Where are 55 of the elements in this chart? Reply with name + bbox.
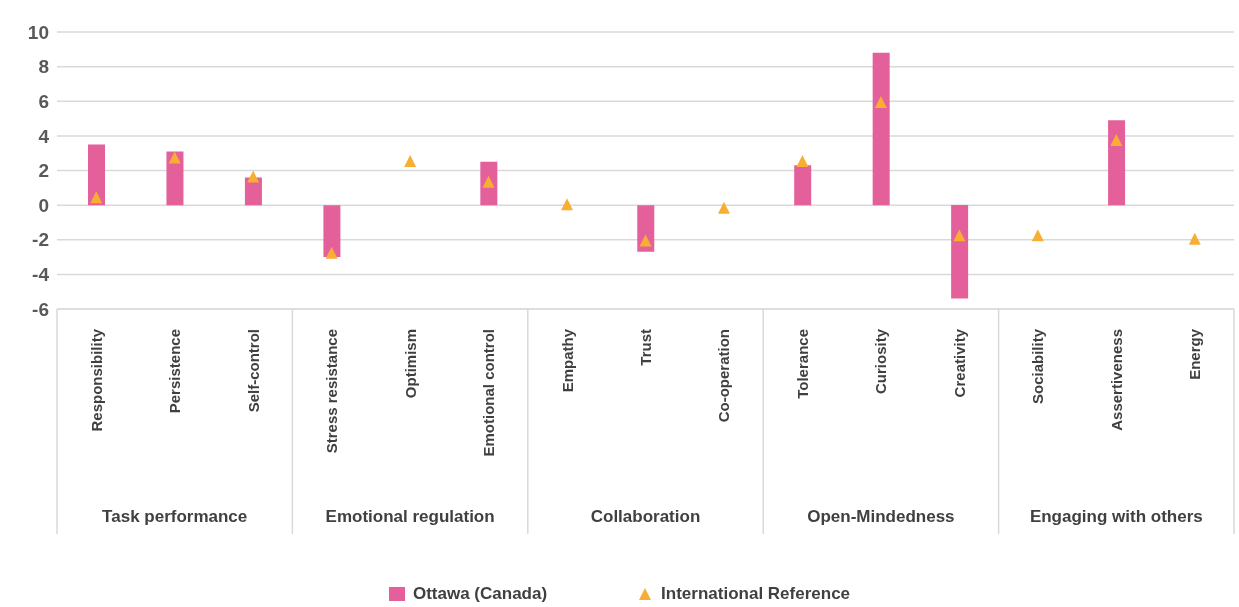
x-tick-label: Empathy (558, 328, 576, 393)
x-tick-label: Tolerance (793, 329, 811, 399)
bar (480, 161, 498, 206)
legend-label: Ottawa (Canada) (412, 584, 548, 604)
x-tick-label: Curiosity (872, 328, 890, 395)
bar (637, 205, 655, 252)
point (796, 154, 809, 167)
point (325, 246, 338, 259)
x-tick-label: Creativity (950, 328, 968, 398)
bar (166, 151, 184, 206)
x-tick-label: Optimism (401, 329, 419, 399)
point (404, 154, 417, 167)
x-tick-label: Assertiveness (1107, 329, 1125, 431)
bar (323, 205, 341, 258)
y-tick-label: -4 (32, 264, 50, 286)
x-tick-label: Persistence (166, 329, 184, 414)
bar (88, 144, 105, 206)
text: Open-Mindedness (807, 507, 955, 526)
point (561, 198, 574, 211)
y-tick-label: -2 (32, 229, 49, 251)
legend-label: International Reference (661, 584, 851, 604)
x-tick-label: Trust (637, 329, 654, 366)
x-tick-label: Energy (1186, 328, 1204, 380)
bar (951, 205, 969, 299)
text: Task performance (102, 507, 248, 526)
x-tick-label: Self-control (244, 329, 262, 413)
point (168, 151, 181, 164)
point (874, 96, 887, 109)
point (1188, 232, 1201, 245)
bar (244, 177, 262, 206)
x-tick-label: Sociability (1029, 328, 1047, 405)
y-tick-label: 10 (27, 21, 49, 43)
y-tick-label: -6 (32, 298, 49, 320)
y-tick-label: 2 (38, 160, 49, 182)
point (1110, 134, 1123, 147)
y-tick-label: 0 (38, 194, 49, 216)
y-tick-label: 6 (38, 91, 49, 112)
bar (1108, 120, 1126, 206)
point (90, 191, 103, 204)
point (1031, 229, 1044, 242)
x-tick-label: Emotional control (480, 329, 498, 457)
x-tick-label: Responsibility (87, 328, 105, 432)
text: Emotional regulation (325, 507, 495, 526)
x-tick-label: Co-operation (715, 329, 733, 423)
point (247, 170, 260, 183)
bar (872, 52, 890, 206)
point (639, 234, 652, 247)
bar (794, 165, 812, 206)
text: Engaging with others (1029, 507, 1203, 526)
text: Collaboration (590, 507, 701, 526)
x-tick-label: Stress resistance (323, 329, 341, 454)
y-tick-label: 8 (38, 56, 49, 78)
y-tick-label: 4 (38, 125, 50, 147)
point (953, 229, 966, 242)
point (717, 201, 730, 214)
